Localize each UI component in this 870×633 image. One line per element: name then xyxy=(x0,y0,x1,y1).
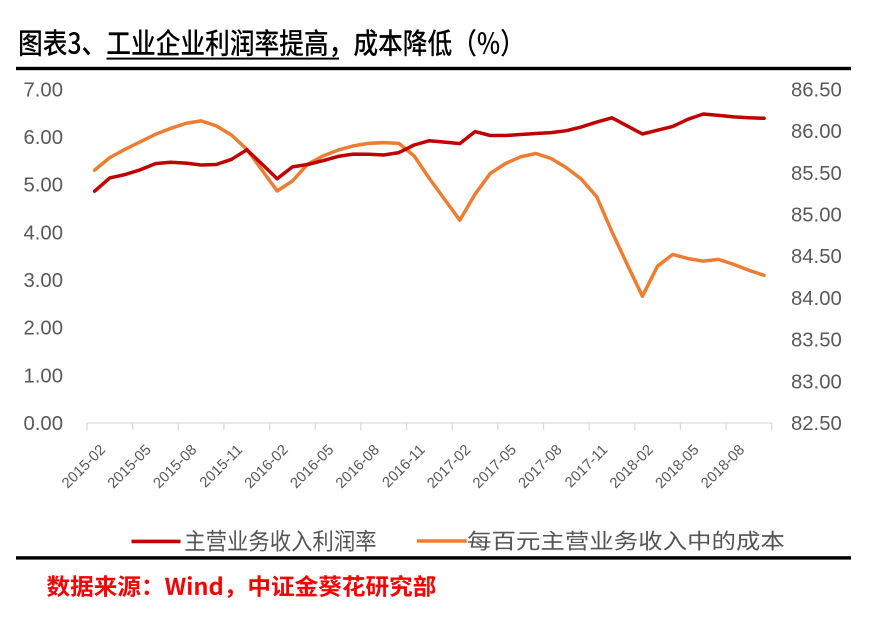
svg-text:84.50: 84.50 xyxy=(791,246,842,268)
svg-text:83.50: 83.50 xyxy=(791,330,842,352)
svg-text:86.50: 86.50 xyxy=(791,79,842,101)
svg-text:0.00: 0.00 xyxy=(24,413,63,435)
svg-text:84.00: 84.00 xyxy=(791,288,842,310)
svg-text:85.00: 85.00 xyxy=(791,205,842,227)
svg-text:83.00: 83.00 xyxy=(791,371,842,393)
svg-text:1.00: 1.00 xyxy=(24,365,63,387)
svg-text:7.00: 7.00 xyxy=(24,79,63,101)
svg-text:3.00: 3.00 xyxy=(24,270,63,292)
svg-text:6.00: 6.00 xyxy=(24,127,63,149)
svg-text:5.00: 5.00 xyxy=(24,175,63,197)
svg-text:2.00: 2.00 xyxy=(24,318,63,340)
svg-text:82.50: 82.50 xyxy=(791,413,842,435)
svg-text:4.00: 4.00 xyxy=(24,222,63,244)
svg-text:86.00: 86.00 xyxy=(791,121,842,143)
svg-text:85.50: 85.50 xyxy=(791,163,842,185)
